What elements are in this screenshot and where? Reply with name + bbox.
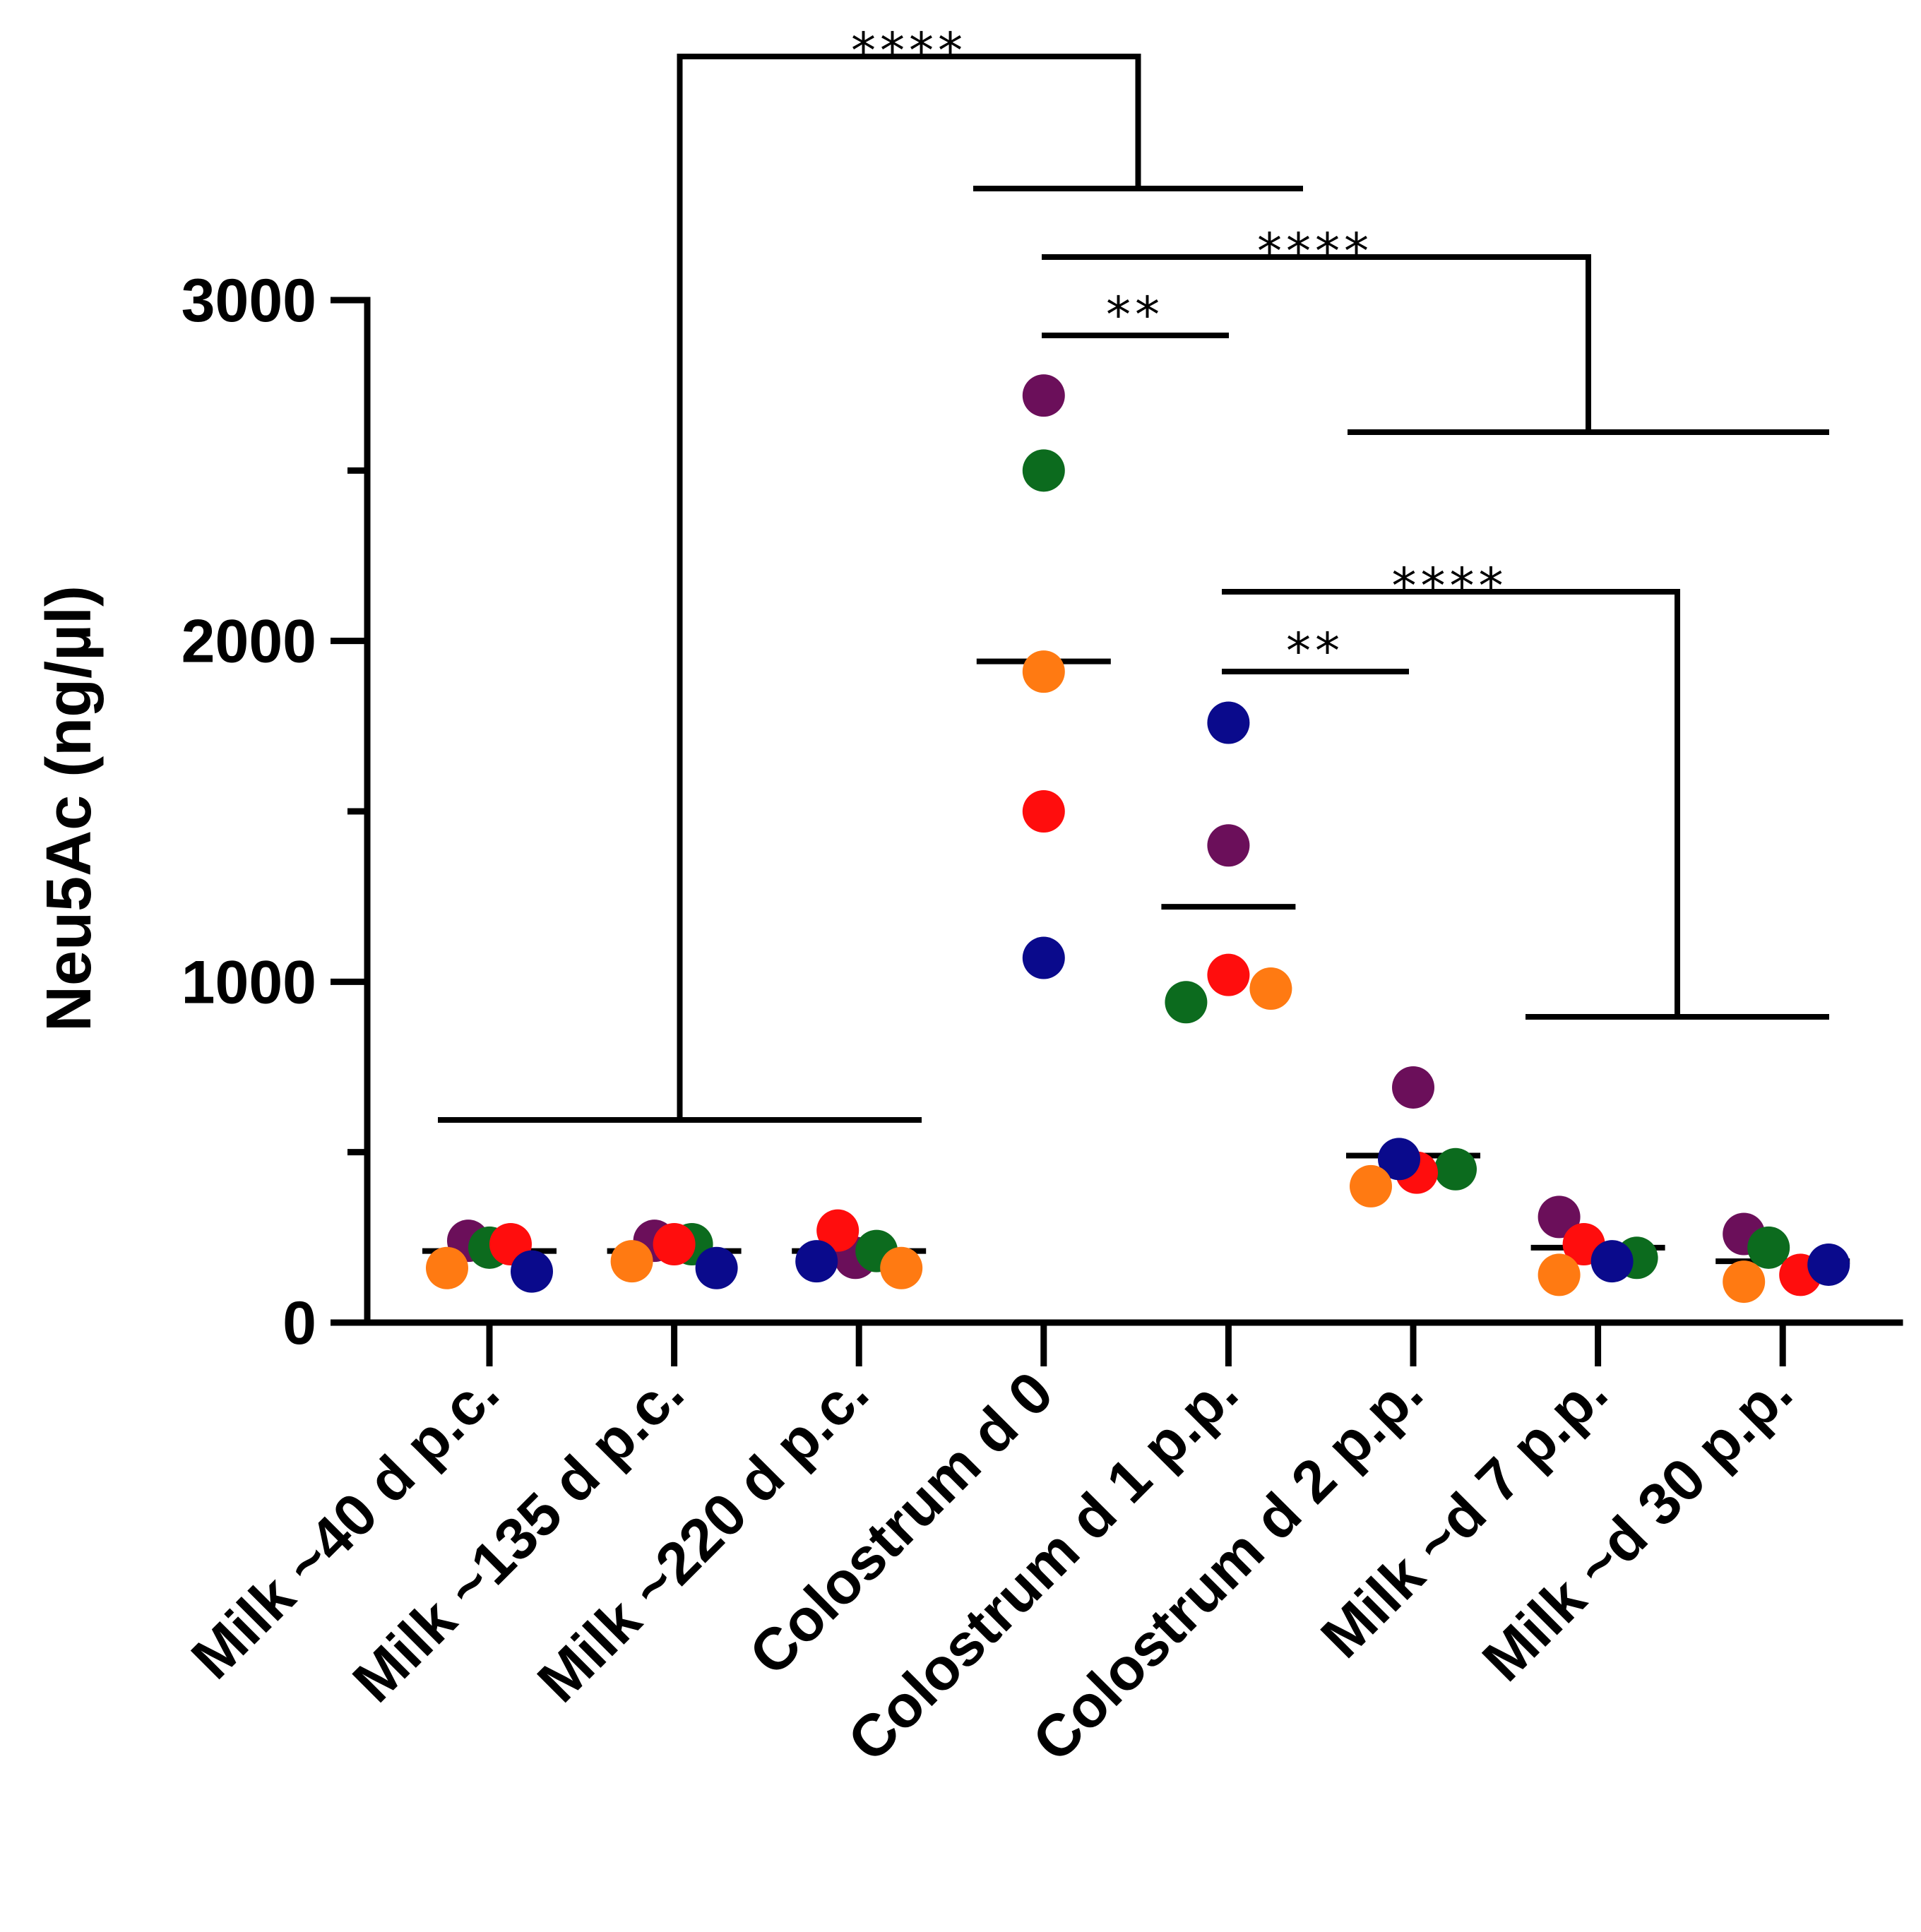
y-axis-title-group: Neu5Ac (ng/µl) bbox=[34, 585, 105, 1032]
y-tick-label: 3000 bbox=[182, 267, 316, 335]
data-point-green bbox=[1434, 1147, 1477, 1191]
data-point-orange bbox=[1723, 1260, 1766, 1304]
data-point-red bbox=[816, 1209, 860, 1252]
y-ticks: 0 1000 2000 3000 bbox=[182, 267, 367, 1357]
data-point-blue bbox=[1207, 701, 1250, 744]
data-point-purple bbox=[1022, 374, 1065, 417]
data-point-green bbox=[1022, 449, 1065, 492]
data-point-orange bbox=[1249, 967, 1292, 1010]
data-point-blue bbox=[1590, 1240, 1634, 1283]
data-point-blue bbox=[511, 1250, 553, 1293]
significance-label: **** bbox=[1392, 557, 1508, 615]
data-point-orange bbox=[880, 1246, 923, 1289]
bracket-connector bbox=[1042, 254, 1591, 432]
x-category-label: Milk ~220 d p.c. bbox=[525, 1359, 881, 1715]
y-tick-label: 2000 bbox=[182, 608, 316, 676]
axes bbox=[364, 297, 1903, 1326]
x-category-label: Milk ~d 30 p.p. bbox=[1470, 1359, 1804, 1693]
data-point-orange bbox=[1350, 1164, 1392, 1208]
y-tick-label: 1000 bbox=[182, 948, 316, 1016]
data-point-green bbox=[1747, 1226, 1790, 1269]
bracket-connector bbox=[677, 54, 1141, 1120]
significance-label: ** bbox=[1106, 286, 1164, 344]
data-point-red bbox=[1022, 790, 1065, 833]
data-point-blue bbox=[795, 1240, 838, 1283]
data-point-purple bbox=[1538, 1195, 1581, 1239]
data-point-red bbox=[653, 1222, 696, 1265]
data-point-green bbox=[1165, 981, 1208, 1024]
data-point-red bbox=[1207, 953, 1250, 996]
significance-label: **** bbox=[851, 22, 967, 80]
data-point-orange bbox=[426, 1246, 468, 1289]
data-point-orange bbox=[610, 1240, 653, 1283]
y-tick-label: 0 bbox=[282, 1289, 316, 1357]
data-point-orange bbox=[1022, 650, 1065, 693]
x-category-label: Milk ~40 d p.c. bbox=[179, 1359, 511, 1691]
x-ticks: Milk ~40 d p.c.Milk ~135 d p.c.Milk ~220… bbox=[179, 1323, 1804, 1774]
data-points bbox=[426, 374, 1850, 1304]
data-point-blue bbox=[1378, 1138, 1420, 1181]
significance-brackets: **************** bbox=[438, 22, 1829, 1123]
x-category-label: Milk ~135 d p.c. bbox=[340, 1359, 696, 1715]
y-axis-title: Neu5Ac (ng/µl) bbox=[34, 585, 105, 1032]
data-point-blue bbox=[695, 1246, 738, 1289]
data-point-purple bbox=[1207, 824, 1250, 867]
significance-label: ** bbox=[1286, 622, 1344, 680]
data-point-orange bbox=[1538, 1253, 1581, 1296]
data-point-purple bbox=[1392, 1066, 1434, 1109]
data-point-blue bbox=[1807, 1243, 1850, 1286]
significance-label: **** bbox=[1257, 222, 1373, 280]
mean-lines bbox=[422, 658, 1850, 1265]
bracket-connector bbox=[1222, 589, 1680, 1017]
data-point-blue bbox=[1022, 936, 1065, 979]
